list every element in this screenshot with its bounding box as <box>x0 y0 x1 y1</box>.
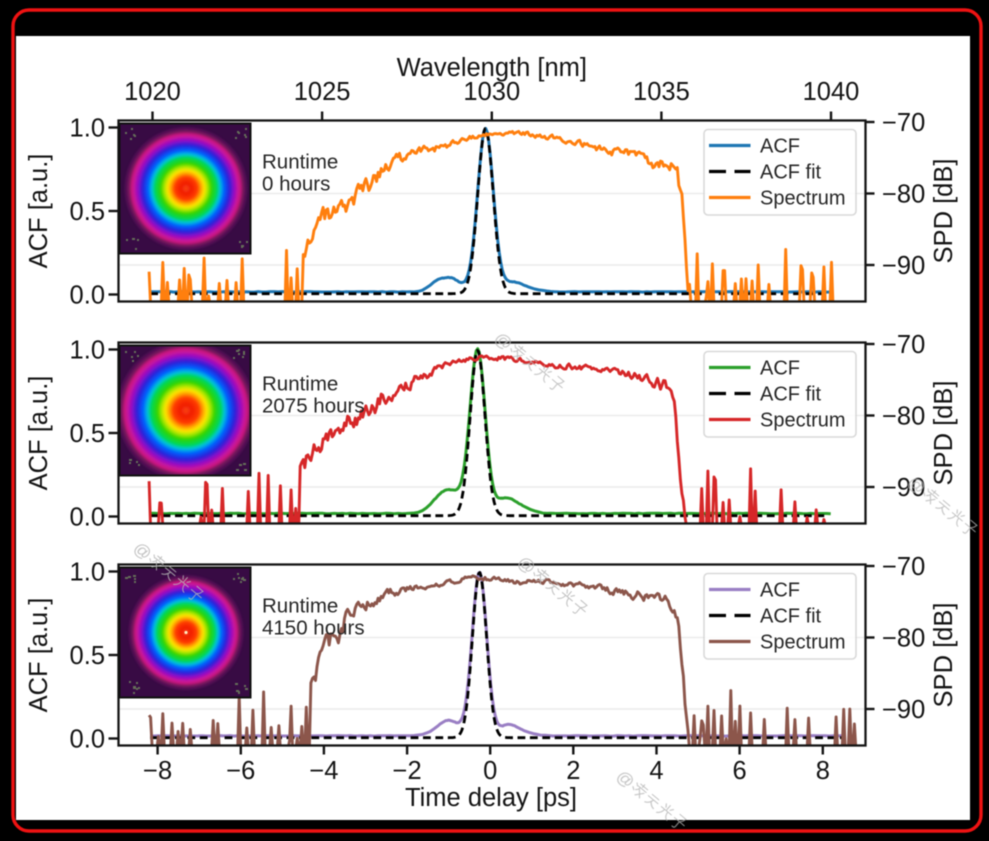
svg-text:1.0: 1.0 <box>70 559 105 587</box>
svg-text:0.5: 0.5 <box>70 420 105 448</box>
svg-text:Runtime: Runtime <box>262 151 338 174</box>
svg-text:0.0: 0.0 <box>70 726 105 754</box>
svg-text:Wavelength [nm]: Wavelength [nm] <box>397 54 587 82</box>
svg-text:ACF: ACF <box>760 580 800 602</box>
svg-text:SPD [dB]: SPD [dB] <box>930 603 958 708</box>
svg-text:−70: −70 <box>882 331 925 359</box>
svg-text:Spectrum: Spectrum <box>760 410 846 432</box>
svg-text:−70: −70 <box>882 109 925 137</box>
svg-text:6: 6 <box>733 757 747 785</box>
svg-text:Spectrum: Spectrum <box>760 188 846 210</box>
svg-text:ACF: ACF <box>760 136 800 158</box>
svg-text:Runtime: Runtime <box>262 373 338 396</box>
svg-text:1030: 1030 <box>463 78 520 106</box>
svg-text:0.5: 0.5 <box>70 642 105 670</box>
svg-text:−2: −2 <box>393 757 422 785</box>
svg-text:ACF [a.u.]: ACF [a.u.] <box>25 598 53 713</box>
svg-text:ACF fit: ACF fit <box>760 384 822 406</box>
svg-text:0.5: 0.5 <box>70 198 105 226</box>
svg-text:SPD [dB]: SPD [dB] <box>930 381 958 486</box>
svg-text:−80: −80 <box>882 625 925 653</box>
svg-text:−6: −6 <box>226 757 255 785</box>
svg-text:2075 hours: 2075 hours <box>262 395 365 418</box>
svg-text:0 hours: 0 hours <box>262 173 330 196</box>
svg-text:−8: −8 <box>143 757 172 785</box>
svg-text:ACF [a.u.]: ACF [a.u.] <box>25 154 53 269</box>
svg-text:ACF: ACF <box>760 358 800 380</box>
svg-text:ACF [a.u.]: ACF [a.u.] <box>25 376 53 491</box>
svg-text:1.0: 1.0 <box>70 115 105 143</box>
svg-text:ACF fit: ACF fit <box>760 162 822 184</box>
svg-text:−4: −4 <box>309 757 338 785</box>
svg-text:0.0: 0.0 <box>70 504 105 532</box>
svg-text:1020: 1020 <box>124 78 181 106</box>
svg-text:2: 2 <box>566 757 580 785</box>
svg-text:ACF fit: ACF fit <box>760 606 822 628</box>
svg-text:8: 8 <box>816 757 830 785</box>
svg-text:−70: −70 <box>882 553 925 581</box>
svg-text:SPD [dB]: SPD [dB] <box>930 159 958 264</box>
svg-text:−90: −90 <box>882 696 925 724</box>
svg-text:−80: −80 <box>882 181 925 209</box>
svg-text:4: 4 <box>649 757 663 785</box>
svg-text:Spectrum: Spectrum <box>760 632 846 654</box>
svg-text:Runtime: Runtime <box>262 595 338 618</box>
svg-text:−80: −80 <box>882 403 925 431</box>
svg-text:1025: 1025 <box>294 78 351 106</box>
svg-text:0.0: 0.0 <box>70 282 105 310</box>
svg-text:Time delay [ps]: Time delay [ps] <box>405 784 577 812</box>
svg-text:0: 0 <box>483 757 497 785</box>
svg-text:4150 hours: 4150 hours <box>262 617 365 640</box>
svg-text:1040: 1040 <box>803 78 860 106</box>
svg-text:1035: 1035 <box>633 78 690 106</box>
svg-text:−90: −90 <box>882 252 925 280</box>
svg-text:1.0: 1.0 <box>70 337 105 365</box>
